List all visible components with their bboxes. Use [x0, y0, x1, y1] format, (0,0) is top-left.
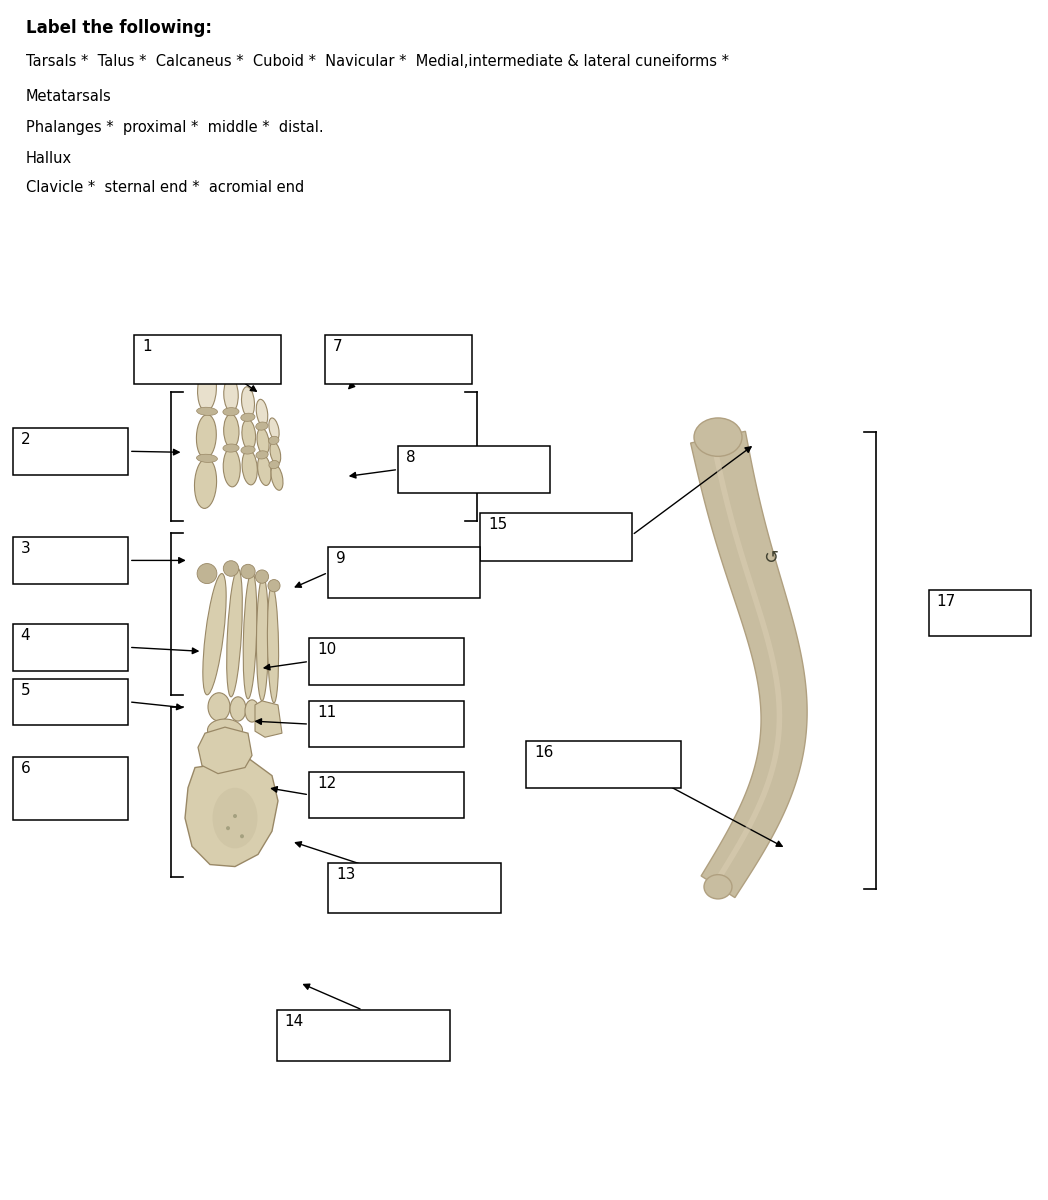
Text: 2: 2 — [21, 432, 30, 448]
Bar — [328, 863, 501, 913]
Ellipse shape — [223, 560, 239, 576]
Ellipse shape — [230, 697, 246, 721]
Text: 14: 14 — [285, 1014, 304, 1030]
Ellipse shape — [241, 564, 255, 578]
Ellipse shape — [257, 576, 268, 701]
Ellipse shape — [269, 418, 279, 440]
Polygon shape — [198, 727, 252, 774]
Ellipse shape — [242, 450, 258, 485]
Ellipse shape — [241, 446, 255, 454]
Ellipse shape — [197, 564, 217, 583]
Ellipse shape — [256, 422, 268, 430]
Bar — [309, 638, 464, 685]
Ellipse shape — [224, 378, 238, 412]
Ellipse shape — [226, 826, 230, 830]
Ellipse shape — [258, 455, 271, 486]
Ellipse shape — [268, 580, 280, 592]
Text: 16: 16 — [534, 745, 553, 761]
Text: 8: 8 — [407, 450, 416, 466]
Ellipse shape — [268, 437, 279, 444]
Text: Label the following:: Label the following: — [26, 19, 212, 37]
Ellipse shape — [704, 875, 732, 899]
Ellipse shape — [694, 418, 742, 456]
Text: 9: 9 — [336, 551, 346, 566]
Ellipse shape — [270, 442, 281, 464]
Bar — [480, 512, 632, 562]
Text: 10: 10 — [318, 642, 336, 658]
Ellipse shape — [226, 569, 242, 697]
Bar — [398, 446, 550, 493]
Text: 11: 11 — [318, 704, 336, 720]
Text: Phalanges *  proximal *  middle *  distal.: Phalanges * proximal * middle * distal. — [26, 120, 324, 134]
Bar — [309, 701, 464, 748]
Text: ↺: ↺ — [763, 548, 778, 566]
Text: Metatarsals: Metatarsals — [26, 89, 112, 103]
Polygon shape — [185, 760, 278, 866]
Text: 1: 1 — [143, 340, 152, 354]
Ellipse shape — [223, 448, 240, 487]
Ellipse shape — [241, 386, 255, 418]
Text: Tarsals *  Talus *  Calcaneus *  Cuboid *  Navicular *  Medial,intermediate & la: Tarsals * Talus * Calcaneus * Cuboid * N… — [26, 54, 729, 68]
Bar — [13, 428, 128, 474]
Ellipse shape — [223, 408, 239, 415]
Ellipse shape — [243, 571, 257, 698]
Ellipse shape — [267, 586, 279, 703]
Ellipse shape — [223, 414, 239, 448]
Ellipse shape — [256, 570, 268, 583]
Text: 12: 12 — [318, 775, 336, 791]
Text: Clavicle *  sternal end *  acromial end: Clavicle * sternal end * acromial end — [26, 180, 304, 196]
Bar — [13, 538, 128, 583]
Bar — [13, 757, 128, 820]
Ellipse shape — [198, 367, 216, 412]
Ellipse shape — [223, 444, 239, 452]
Ellipse shape — [196, 414, 216, 458]
Text: 7: 7 — [333, 340, 343, 354]
Text: 15: 15 — [488, 517, 507, 532]
Ellipse shape — [233, 814, 237, 818]
Bar — [929, 589, 1031, 636]
Bar — [526, 742, 681, 787]
Text: 5: 5 — [21, 683, 30, 697]
Text: Hallux: Hallux — [26, 151, 72, 166]
Bar — [13, 679, 128, 725]
Bar — [309, 772, 464, 818]
Ellipse shape — [257, 428, 269, 455]
Text: 4: 4 — [21, 628, 30, 643]
Bar — [328, 547, 480, 598]
Ellipse shape — [195, 458, 217, 509]
Ellipse shape — [256, 451, 268, 458]
Ellipse shape — [256, 400, 268, 426]
Ellipse shape — [271, 464, 283, 491]
Ellipse shape — [208, 692, 230, 721]
Ellipse shape — [213, 787, 258, 848]
Ellipse shape — [208, 719, 242, 742]
Ellipse shape — [269, 461, 279, 469]
Text: 17: 17 — [937, 594, 956, 608]
Bar — [134, 335, 281, 384]
Bar — [277, 1010, 450, 1061]
Ellipse shape — [203, 574, 226, 695]
Polygon shape — [691, 431, 807, 898]
Ellipse shape — [197, 407, 218, 415]
Bar — [13, 624, 128, 671]
Ellipse shape — [242, 420, 256, 450]
Text: 6: 6 — [21, 762, 30, 776]
Ellipse shape — [197, 455, 217, 462]
Text: 3: 3 — [21, 541, 30, 557]
Text: 13: 13 — [336, 866, 355, 882]
Ellipse shape — [240, 834, 244, 839]
Ellipse shape — [245, 700, 259, 722]
Bar — [325, 335, 472, 384]
Ellipse shape — [241, 413, 255, 421]
Polygon shape — [255, 701, 282, 737]
